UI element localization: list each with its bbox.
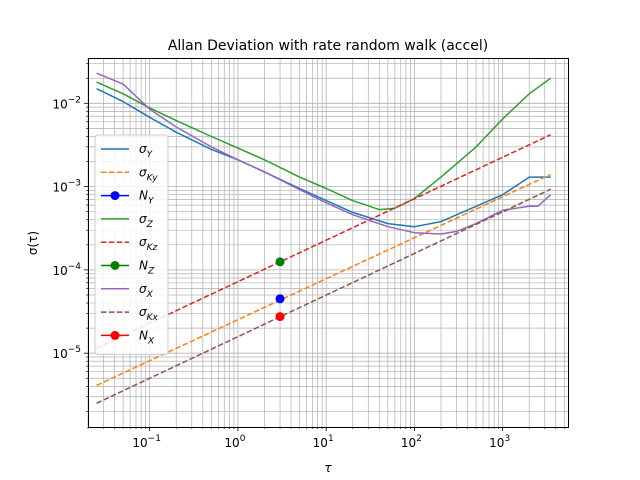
x-tick-label: 100 [224,434,245,450]
legend: σY σKy NY σZ σKz NZ σX σKx NX [94,134,169,355]
y-axis-ticks: 10−5 10−4 10−3 10−2 [52,63,88,412]
legend-label-n-x: NX [139,328,155,346]
legend-box [94,134,169,355]
y-tick-label: 10−5 [52,345,81,361]
series-point-n-z [275,257,285,267]
legend-label--ky: σKy [139,165,158,183]
legend-label--x: σX [139,282,154,300]
x-tick-label: 102 [401,434,422,450]
legend-label--kz: σKz [139,235,158,253]
series-line--ky [96,173,552,387]
series-point-n-y [275,294,285,304]
legend-label-n-y: NY [139,189,155,207]
y-tick-label: 10−3 [52,179,81,195]
legend-marker-n-z [110,261,120,270]
series-line--kx [96,188,552,404]
x-axis-label: τ [324,461,332,475]
series-line--y [96,88,551,228]
legend-label--kx: σKx [139,305,159,323]
legend-marker-n-y [110,191,120,201]
chart-title: Allan Deviation with rate random walk (a… [168,38,488,54]
series-line--kz [96,134,552,349]
y-tick-label: 10−4 [52,262,81,278]
series-point-n-x [275,312,285,322]
x-axis-ticks: 10−1 100 101 102 103 [87,427,565,450]
plot-frame [88,58,569,428]
y-axis-label: σ(τ) [26,231,40,255]
series-line--x [96,72,552,235]
x-tick-label: 10−1 [132,434,161,450]
legend-marker-n-x [110,330,120,340]
x-tick-label: 101 [313,434,334,450]
legend-label--z: σZ [139,212,154,230]
legend-label-n-z: NZ [139,259,155,277]
x-tick-label: 103 [489,434,510,450]
legend-label--y: σY [139,142,154,160]
series-layer [96,72,552,404]
series-line--z [96,77,552,211]
y-tick-label: 10−2 [52,95,81,111]
